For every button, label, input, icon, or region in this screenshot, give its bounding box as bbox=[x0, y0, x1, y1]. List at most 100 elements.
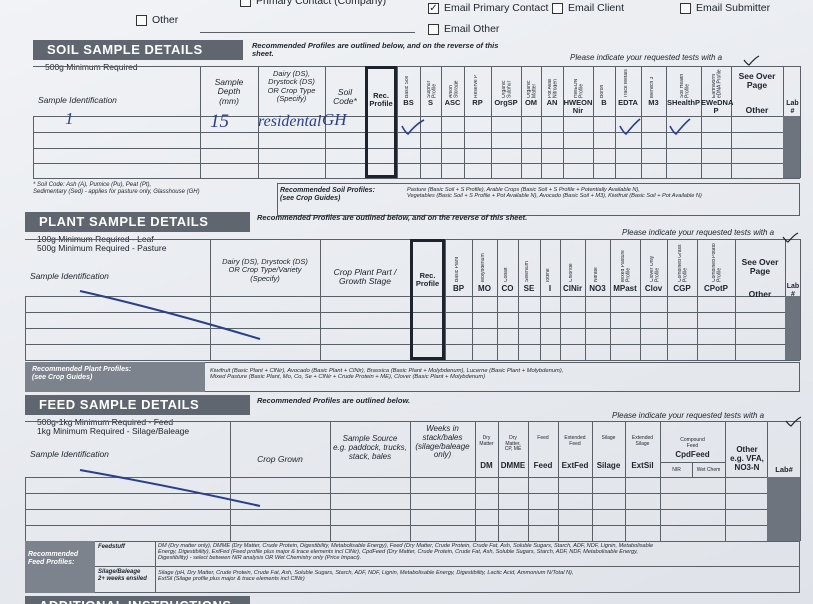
rule bbox=[25, 509, 800, 510]
checkbox-label: Email Other bbox=[444, 23, 500, 35]
checkbox[interactable] bbox=[240, 0, 251, 7]
lab-shade bbox=[767, 477, 800, 541]
test-label: Soil Health Profile bbox=[679, 73, 689, 98]
profile-box bbox=[277, 183, 800, 216]
lab-shade bbox=[785, 296, 800, 360]
checkbox[interactable] bbox=[552, 3, 563, 14]
rule bbox=[610, 239, 611, 360]
silage-label: Silage/Baleage 2+ weeks ensiled bbox=[98, 569, 147, 582]
section-title: SOIL SAMPLE DETAILS bbox=[33, 40, 243, 60]
rule bbox=[25, 477, 26, 541]
column-header: Dairy (DS), Drystock (DS) OR Crop Type (… bbox=[267, 69, 316, 103]
profile-label-box bbox=[25, 362, 205, 392]
rule bbox=[25, 525, 800, 526]
rule bbox=[521, 66, 522, 178]
test-code: BP bbox=[452, 284, 465, 293]
minimum-note: 500g Minimum Required bbox=[45, 62, 138, 72]
test-code: EDTA bbox=[618, 98, 638, 107]
rule bbox=[498, 421, 499, 541]
rule bbox=[640, 239, 641, 360]
column-header: Sample Depth (mm) bbox=[214, 77, 244, 106]
rule bbox=[25, 360, 800, 361]
test-code: SE bbox=[523, 284, 535, 293]
test-label: Compound Feed bbox=[680, 437, 705, 449]
test-label: Sulphur Profile bbox=[426, 80, 436, 98]
profiles-text: DM (Dry matter only), DMME (Dry Matter, … bbox=[158, 543, 654, 562]
rule bbox=[445, 239, 446, 360]
column-header: Lab # bbox=[786, 100, 799, 115]
handwritten-entry: 15 bbox=[210, 111, 229, 132]
rule bbox=[230, 421, 231, 541]
rule bbox=[800, 66, 801, 178]
rule bbox=[472, 239, 473, 360]
test-code: ClNir bbox=[562, 284, 583, 293]
test-label: Earthworm eDNA Profile bbox=[712, 69, 721, 98]
rule bbox=[410, 421, 411, 541]
rule bbox=[731, 66, 732, 178]
recommended-note: Recommended Profiles are outlined below. bbox=[257, 396, 411, 405]
rule bbox=[697, 239, 698, 360]
test-code: MPast bbox=[613, 284, 637, 293]
section-title: PLANT SAMPLE DETAILS bbox=[25, 212, 250, 232]
rule bbox=[563, 66, 564, 178]
rule bbox=[660, 421, 661, 541]
test-label: Extended Silage bbox=[631, 435, 654, 447]
rule bbox=[25, 493, 800, 494]
test-code: ASC bbox=[444, 98, 461, 107]
column-header: Dairy (DS), Drystock (DS) OR Crop Type/V… bbox=[222, 257, 308, 283]
rule bbox=[593, 66, 594, 178]
test-label: Mixed Pasture Profile bbox=[621, 250, 630, 282]
column-header: Lab# bbox=[775, 465, 793, 474]
checkbox[interactable] bbox=[136, 15, 147, 26]
column-header: Soil Code* bbox=[333, 87, 357, 107]
test-code: DMME bbox=[500, 461, 526, 470]
test-code: CGP bbox=[673, 284, 691, 293]
rule bbox=[666, 66, 667, 178]
checkbox[interactable]: ✓ bbox=[428, 3, 439, 14]
rule bbox=[95, 566, 800, 567]
rule bbox=[420, 66, 421, 178]
rule bbox=[33, 116, 800, 117]
test-code: AN bbox=[546, 98, 558, 107]
test-label: Reserve P bbox=[473, 74, 479, 98]
request-note: Please indicate your requested tests wit… bbox=[570, 53, 723, 62]
profiles-text: Pasture (Basic Soil + S Profile), Arable… bbox=[407, 187, 702, 200]
checkbox[interactable] bbox=[680, 3, 691, 14]
profiles-text: Kiwifruit (Basic Plant + ClNir), Avocado… bbox=[210, 368, 564, 381]
test-label: Basic Plant bbox=[454, 256, 460, 282]
test-label: Basic Soil bbox=[404, 76, 410, 98]
test-label: Pot Avail Nitrogen bbox=[548, 78, 557, 98]
minimum-note: 500g-1kg Minimum Required - Feed 1kg Min… bbox=[37, 417, 190, 437]
test-code: CpdFeed bbox=[675, 450, 710, 459]
handwritten-entry: 1 bbox=[65, 109, 74, 128]
rec-profile-box bbox=[365, 66, 397, 178]
footnote: * Soil Code: Ash (A), Pumice (Pu), Peat … bbox=[33, 182, 200, 195]
rule bbox=[464, 66, 465, 178]
method-label: NIR bbox=[672, 467, 681, 473]
test-label: Combined Grass Profile bbox=[678, 244, 687, 282]
test-label: Molybdenum bbox=[480, 253, 486, 282]
test-label: Dry Matter bbox=[479, 435, 494, 447]
rule bbox=[33, 132, 800, 133]
column-header: Weeks in stack/bales (silage/baleage onl… bbox=[415, 424, 470, 460]
handwritten-entry: GH bbox=[322, 110, 347, 129]
checkbox[interactable] bbox=[428, 24, 439, 35]
column-header: Crop Plant Part / Growth Stage bbox=[333, 267, 397, 287]
strike-line bbox=[79, 469, 261, 507]
rule bbox=[735, 239, 736, 360]
test-label: Boron bbox=[600, 84, 605, 98]
rule bbox=[518, 239, 519, 360]
rule bbox=[491, 66, 492, 178]
column-header: Sample Identification bbox=[30, 449, 109, 459]
column-header: Sample Source e.g. paddock, trucks, stac… bbox=[333, 434, 407, 461]
strike-line bbox=[79, 290, 261, 340]
lab-shade bbox=[783, 116, 800, 178]
test-code: CPotP bbox=[704, 284, 728, 293]
column-header: Sample Identification bbox=[38, 95, 117, 105]
rule bbox=[725, 421, 726, 541]
test-code: OrgSP bbox=[494, 98, 518, 107]
test-code: Silage bbox=[596, 461, 621, 470]
test-code: B bbox=[601, 98, 607, 107]
profiles-text: Silage (pH, Dry Matter, Crude Protein, C… bbox=[158, 570, 574, 583]
rule bbox=[25, 421, 800, 422]
